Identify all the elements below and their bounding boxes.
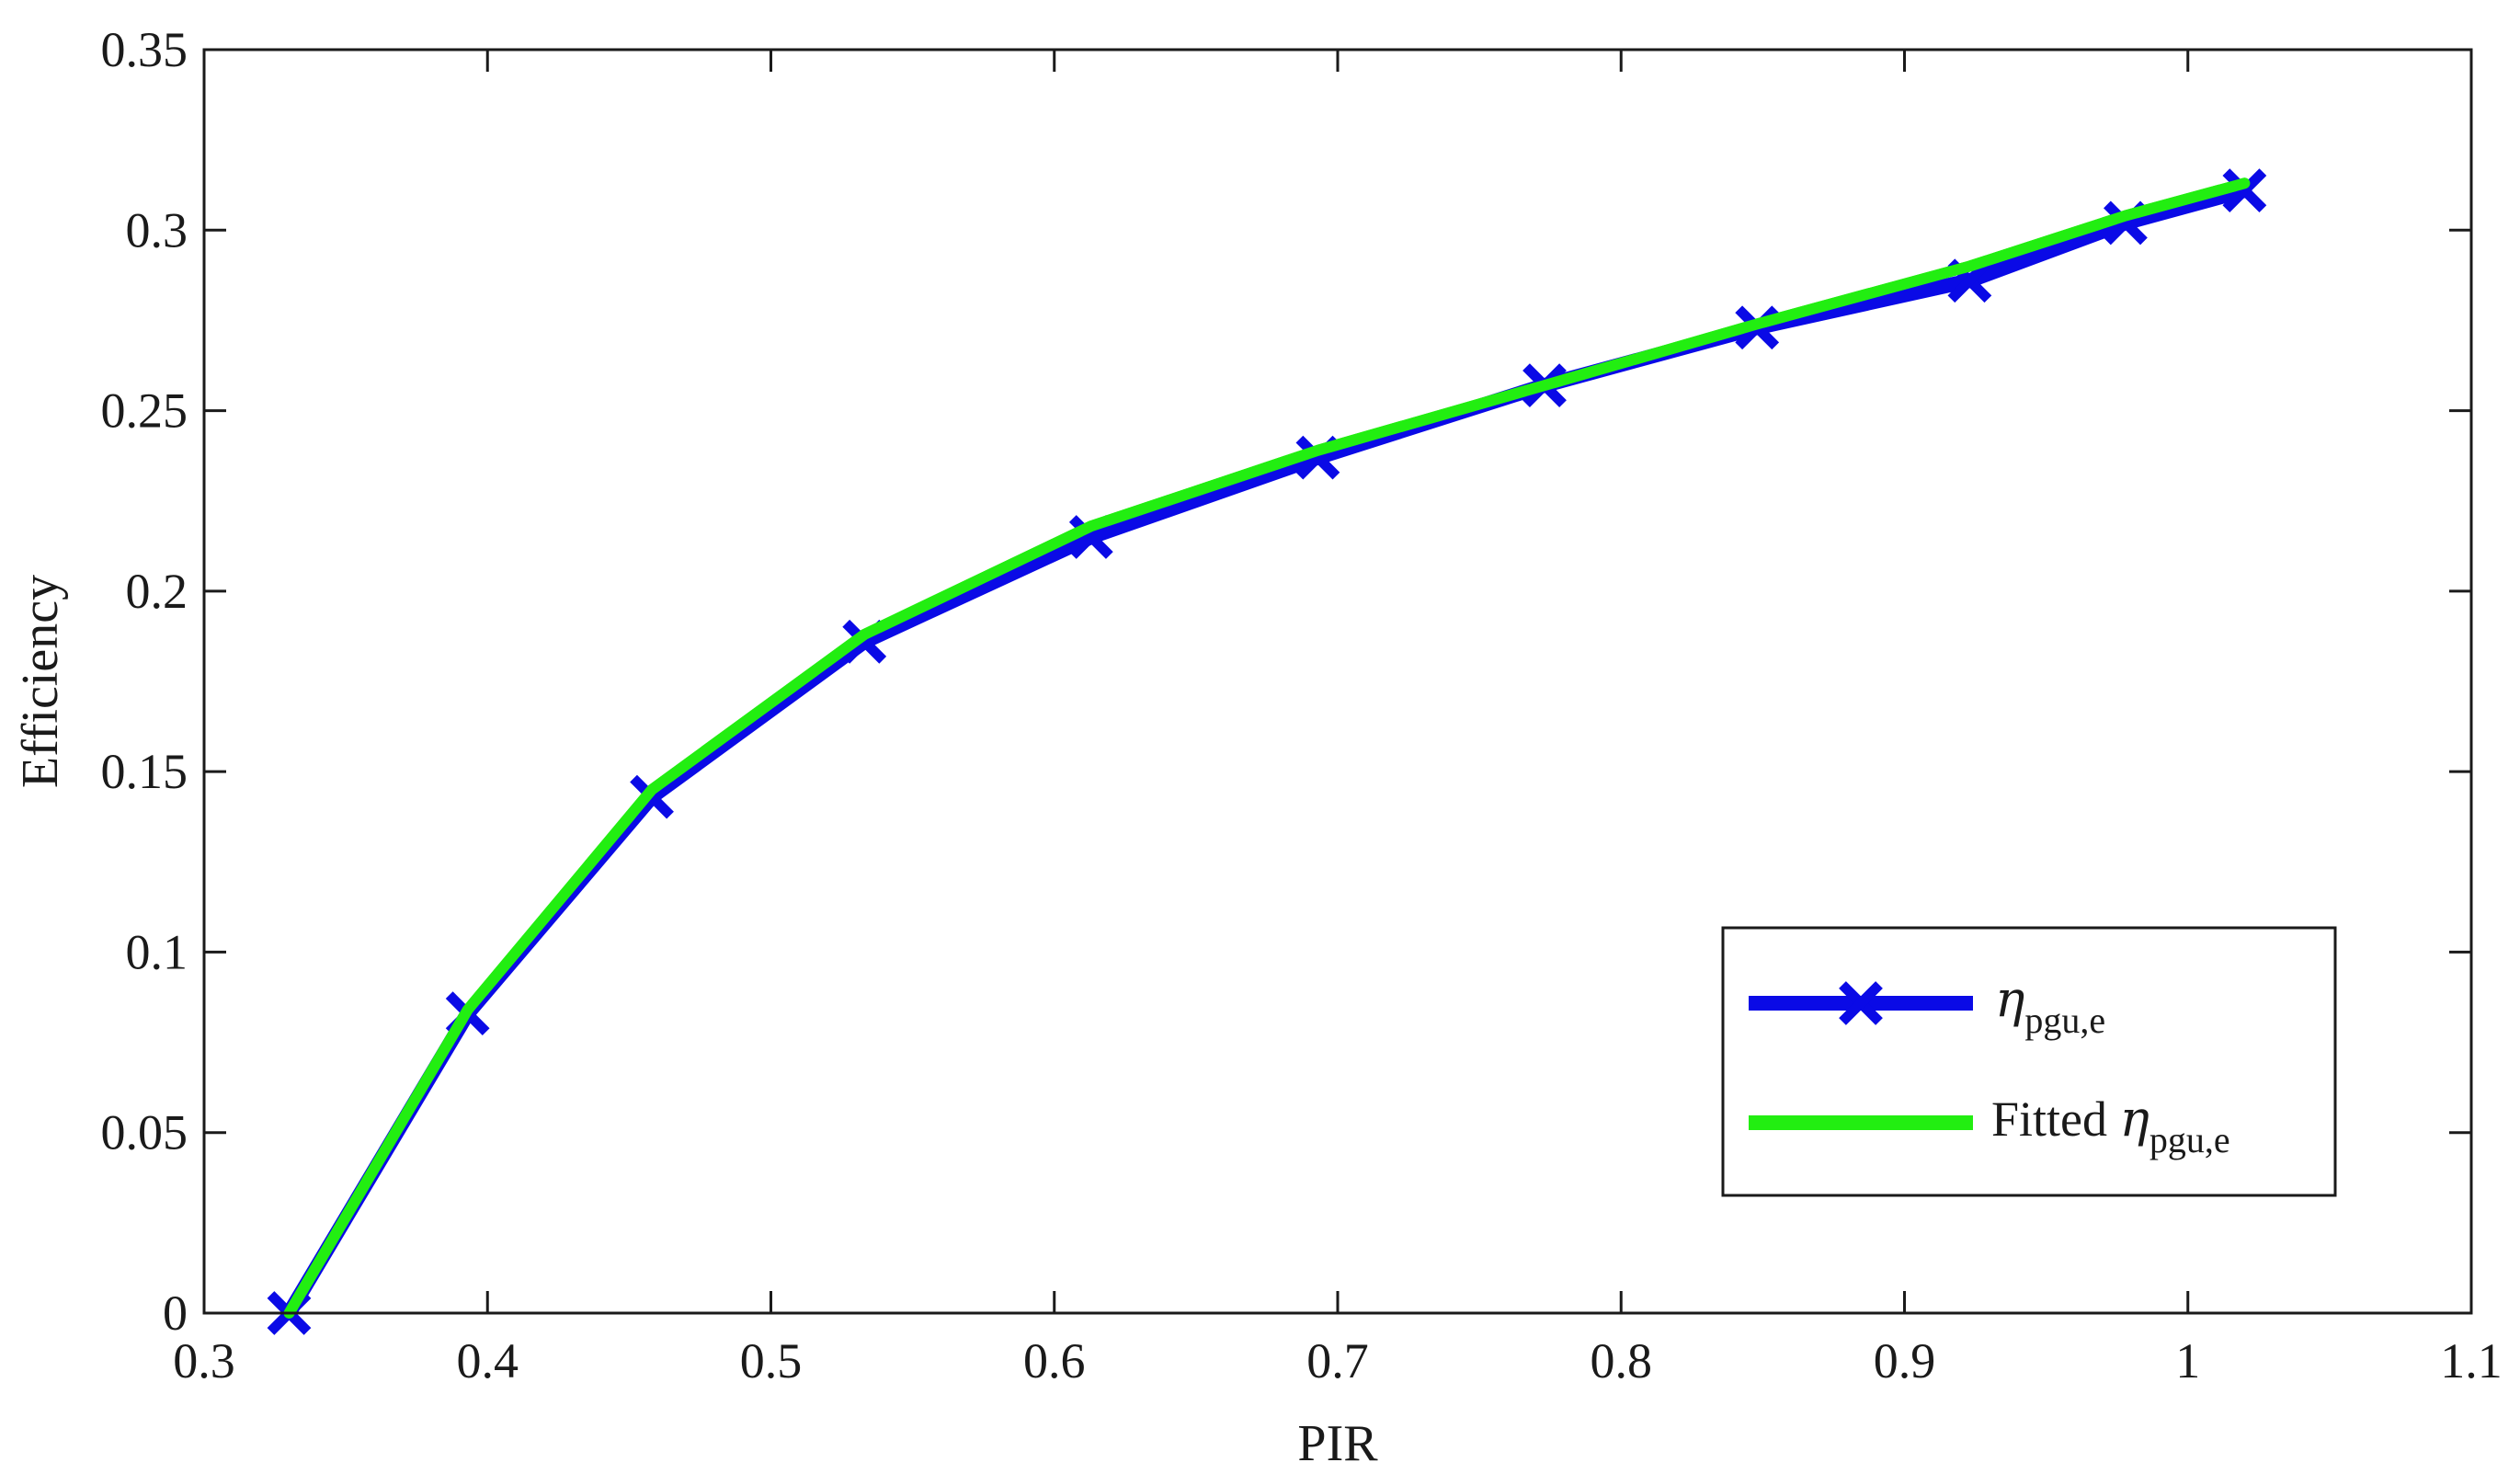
legend-series-1-symbol: η (1995, 970, 2024, 1028)
y-axis-label: Efficiency (12, 575, 69, 788)
legend-series-2-label: Fitted ηpgu,e (1991, 1090, 2230, 1160)
x-tick-label-1: 0.4 (457, 1333, 519, 1388)
legend-series-1-label: ηpgu,e (1995, 970, 2105, 1041)
x-tick-label-4: 0.7 (1306, 1333, 1369, 1388)
x-tick-label-6: 0.9 (1874, 1333, 1936, 1388)
x-axis-label: PIR (1297, 1415, 1378, 1472)
series-1-point-10 (2222, 168, 2267, 212)
y-tick-label-7: 0.35 (101, 22, 188, 77)
legend-series-2-prefix: Fitted (1991, 1091, 2120, 1147)
legend-series-1-x-mark (1839, 981, 1883, 1025)
y-tick-label-5: 0.25 (101, 383, 188, 439)
series-layer (267, 168, 2267, 1335)
legend-series-2-subscript: pgu,e (2149, 1119, 2230, 1160)
y-tick-label-6: 0.3 (126, 202, 188, 257)
axis-ticks: 0.3 0.4 0.5 0.6 0.7 0.8 0.9 1 1.1 0 0.05 0.1 0.15 0.2… (101, 22, 2503, 1388)
x-tick-label-5: 0.8 (1591, 1333, 1653, 1388)
x-tick-label-3: 0.6 (1023, 1333, 1086, 1388)
y-tick-label-0: 0 (163, 1285, 188, 1341)
x-tick-label-0: 0.3 (173, 1333, 235, 1388)
legend-box (1721, 926, 2337, 1197)
legend-series-1-subscript: pgu,e (2024, 1000, 2105, 1041)
y-tick-label-1: 0.05 (101, 1105, 188, 1160)
x-tick-label-7: 1 (2175, 1333, 2200, 1388)
series-2-line-overlay (283, 177, 2251, 1319)
legend-series-1-marker (1839, 981, 1883, 1025)
y-tick-label-3: 0.15 (101, 744, 188, 799)
x-tick-label-2: 0.5 (740, 1333, 803, 1388)
legend-series-2-symbol: η (2120, 1090, 2149, 1148)
x-tick-label-8: 1.1 (2440, 1333, 2503, 1388)
y-tick-label-4: 0.2 (126, 564, 188, 619)
y-tick-label-2: 0.1 (126, 924, 188, 979)
legend: ηpgu,e Fitted ηpgu,e (1721, 926, 2337, 1197)
